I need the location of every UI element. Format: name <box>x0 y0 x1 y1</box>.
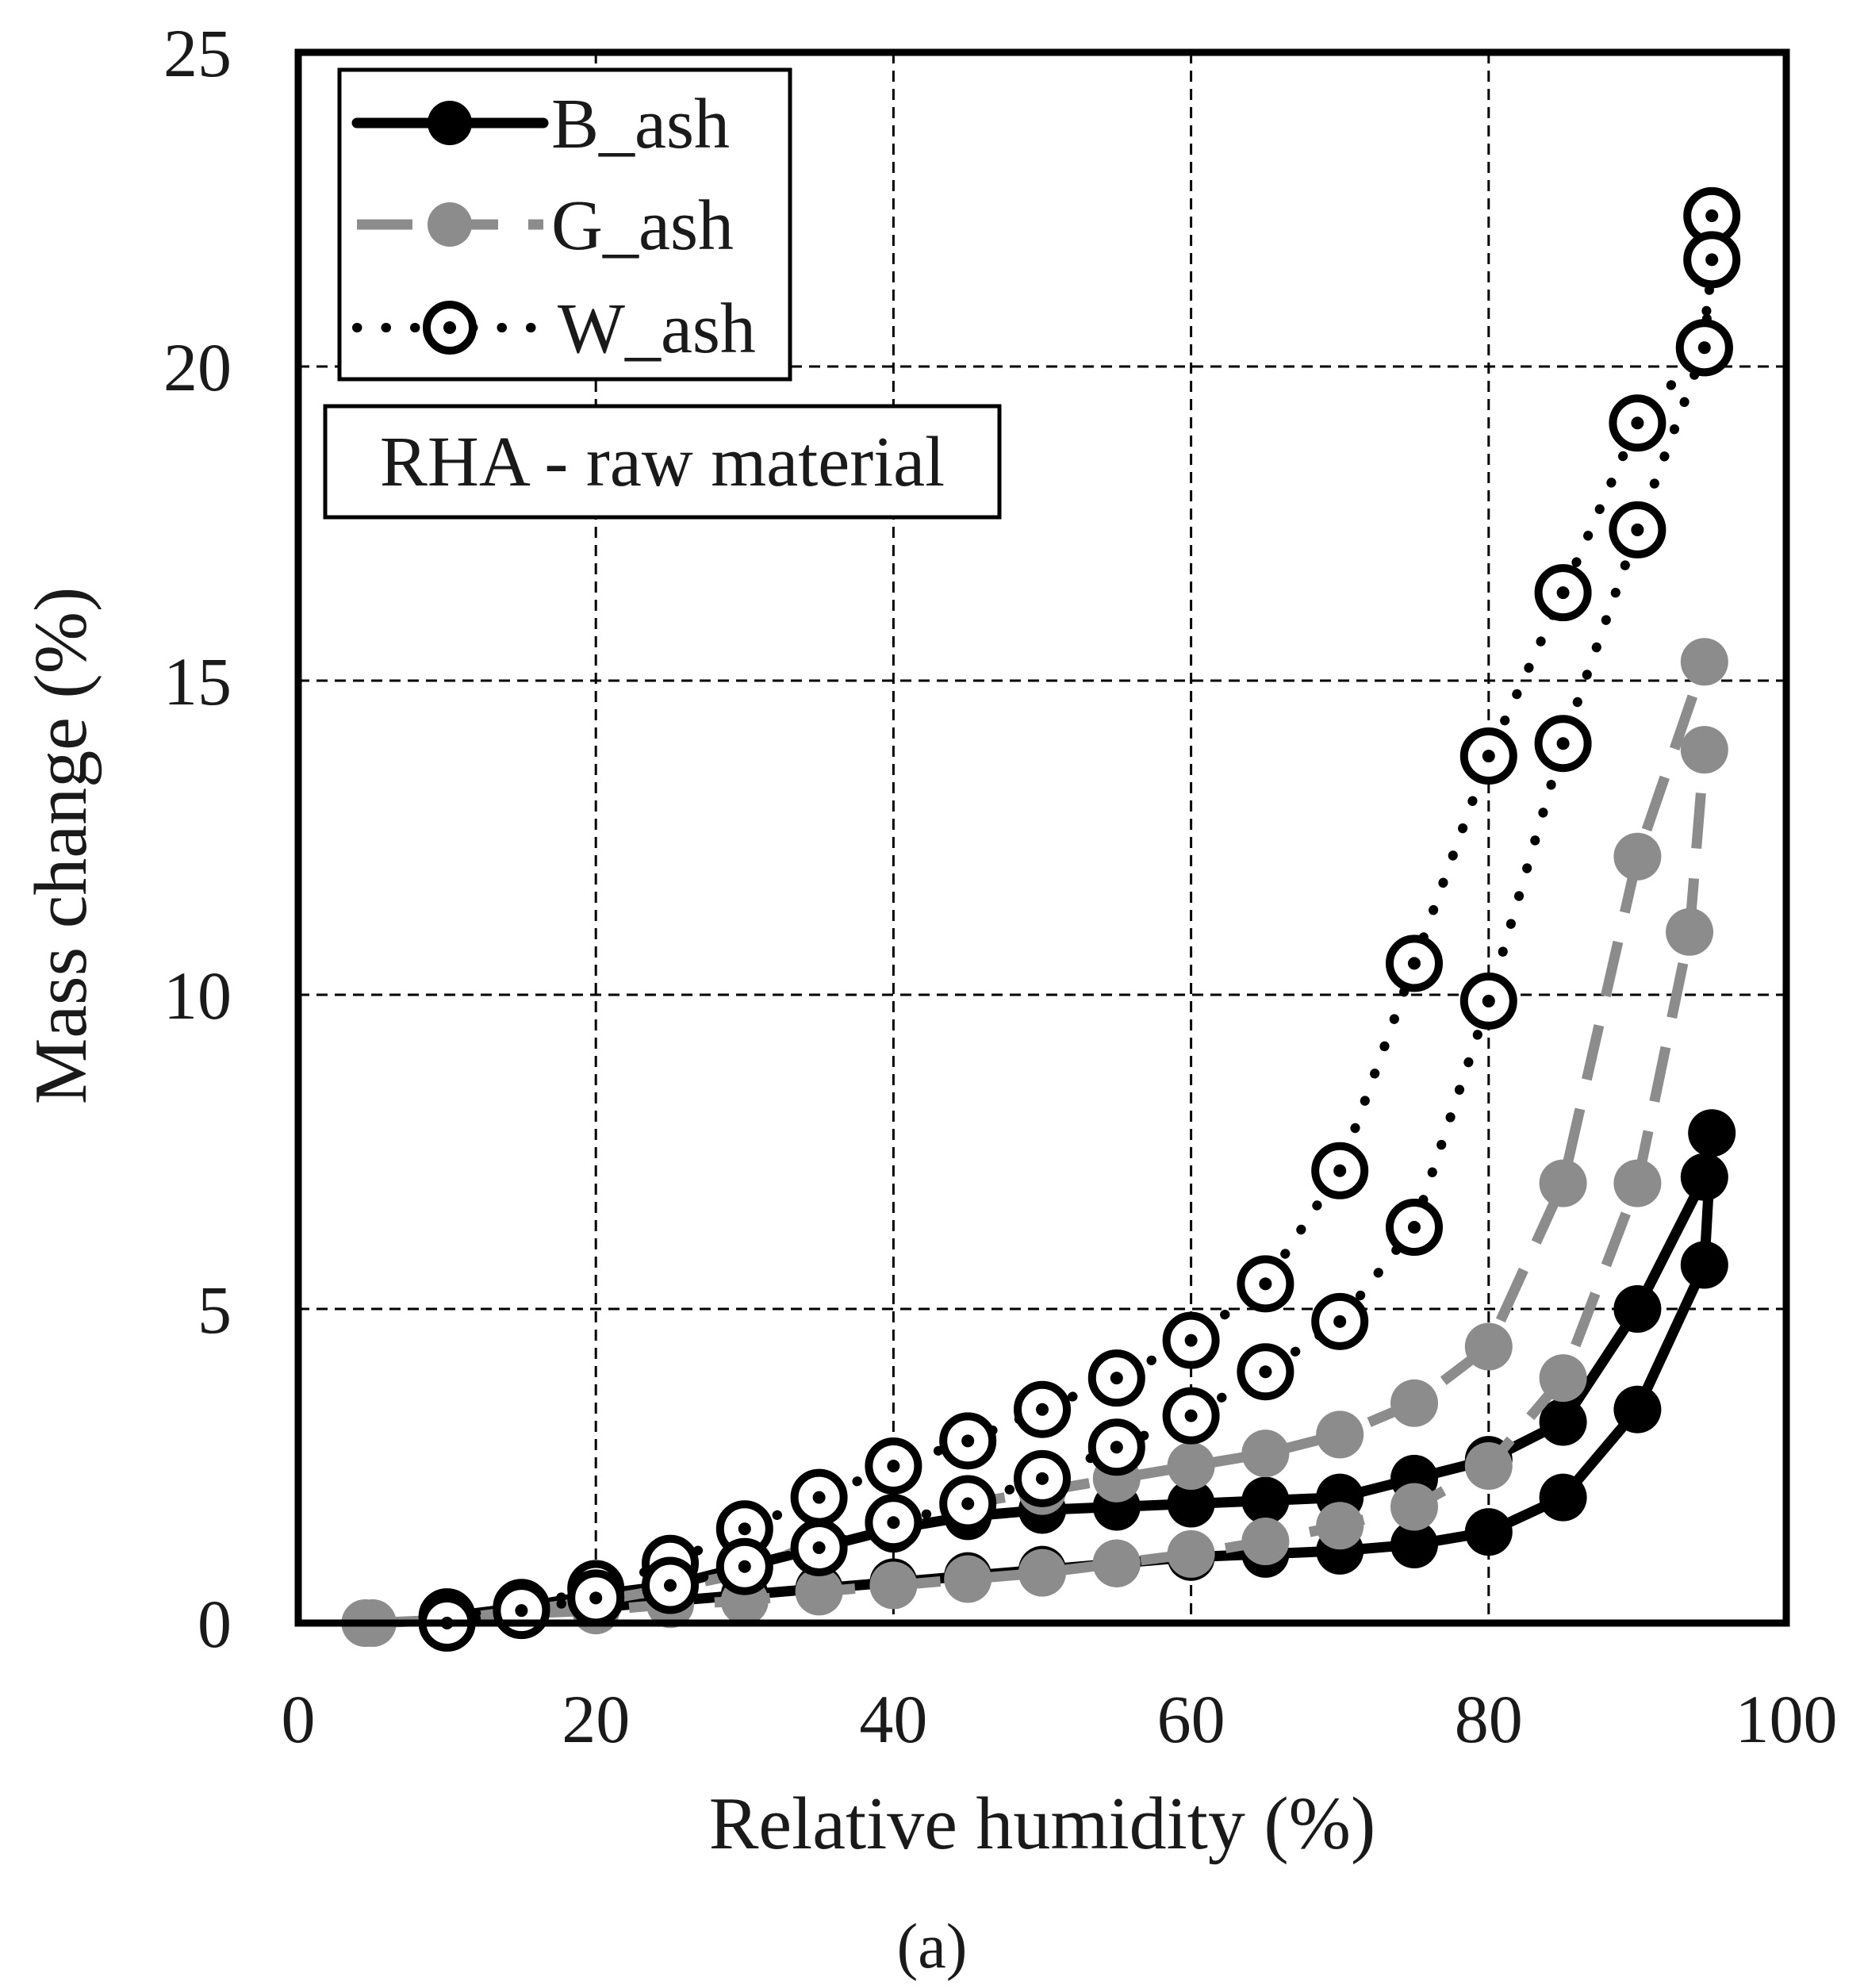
data-point-center-w-ash <box>1333 1314 1347 1328</box>
data-point-center-w-ash <box>1110 1441 1123 1454</box>
data-point-g-ash <box>1680 726 1728 774</box>
data-point-b-ash <box>1688 1109 1736 1157</box>
data-point-b-ash <box>1680 1241 1728 1289</box>
data-point-center-w-ash <box>1259 1277 1272 1291</box>
data-point-g-ash <box>1464 1442 1513 1490</box>
data-point-center-w-ash <box>1556 737 1570 750</box>
data-point-b-ash <box>1241 1476 1290 1525</box>
data-point-center-w-ash <box>812 1491 826 1504</box>
data-point-g-ash <box>1316 1410 1364 1459</box>
annotation-text: RHA - raw material <box>380 423 945 501</box>
data-point-g-ash <box>1539 1354 1587 1403</box>
data-point-center-w-ash <box>589 1591 603 1605</box>
data-point-g-ash <box>1241 1518 1290 1566</box>
data-point-center-w-ash <box>1333 1164 1347 1177</box>
data-point-center-w-ash <box>515 1604 528 1618</box>
data-point-center-w-ash <box>1705 209 1719 222</box>
data-point-center-w-ash <box>1408 1221 1421 1234</box>
data-point-g-ash <box>1390 1379 1438 1427</box>
legend: B_ash G_ash W_ash <box>337 67 792 382</box>
legend-marker-g-ash <box>428 202 472 247</box>
y-tick-label: 10 <box>163 958 232 1034</box>
data-point-g-ash <box>1613 832 1662 881</box>
data-point-b-ash <box>1613 1385 1662 1433</box>
legend-label-b-ash: B_ash <box>551 85 730 163</box>
data-point-center-w-ash <box>1482 994 1495 1007</box>
data-point-g-ash <box>944 1555 992 1603</box>
data-point-g-ash <box>1316 1502 1364 1550</box>
data-point-g-ash <box>1241 1430 1290 1478</box>
data-point-center-w-ash <box>961 1434 975 1448</box>
data-point-center-w-ash <box>1036 1403 1049 1416</box>
data-point-g-ash <box>1613 1159 1662 1207</box>
data-point-center-w-ash <box>1259 1365 1272 1379</box>
plot-frame <box>294 48 1790 1627</box>
data-point-g-ash <box>1167 1529 1215 1578</box>
series-layer <box>341 186 1741 1652</box>
data-point-g-ash <box>1666 908 1714 956</box>
legend-label-g-ash: G_ash <box>551 186 734 265</box>
data-point-g-ash <box>1092 1539 1141 1587</box>
data-point-center-w-ash <box>1184 1409 1198 1422</box>
x-tick-label: 60 <box>1157 1681 1225 1757</box>
data-point-center-w-ash <box>738 1560 751 1573</box>
legend-marker-dot-w-ash <box>443 321 456 334</box>
data-point-center-w-ash <box>1408 957 1421 970</box>
data-point-g-ash <box>869 1561 918 1610</box>
legend-item-w-ash: W_ash <box>352 290 756 368</box>
data-point-center-w-ash <box>1705 253 1719 267</box>
data-point-g-ash <box>1018 1549 1066 1597</box>
data-point-center-w-ash <box>1110 1372 1123 1385</box>
x-tick-label: 40 <box>859 1681 927 1757</box>
x-tick-label: 100 <box>1736 1681 1838 1757</box>
data-point-center-w-ash <box>961 1497 975 1510</box>
data-point-center-w-ash <box>1482 750 1495 763</box>
x-tick-label: 0 <box>282 1681 316 1757</box>
data-point-center-w-ash <box>1036 1472 1049 1485</box>
legend-item-g-ash: G_ash <box>357 186 734 265</box>
data-point-center-w-ash <box>887 1460 900 1472</box>
data-point-b-ash <box>1167 1479 1215 1528</box>
y-tick-label: 15 <box>163 643 232 720</box>
data-point-g-ash <box>1167 1442 1215 1490</box>
data-point-center-w-ash <box>1556 586 1570 600</box>
figure-caption: (a) <box>897 1912 968 1982</box>
data-point-b-ash <box>1464 1508 1513 1556</box>
x-tick-label: 20 <box>562 1681 630 1757</box>
data-point-center-w-ash <box>812 1541 826 1554</box>
data-point-center-w-ash <box>1184 1334 1198 1347</box>
data-point-g-ash <box>1539 1159 1587 1207</box>
data-point-center-w-ash <box>738 1522 751 1536</box>
data-point-b-ash <box>1539 1398 1587 1446</box>
y-axis-title: Mass change (%) <box>20 587 102 1105</box>
data-point-g-ash <box>1680 638 1728 686</box>
x-axis-ticks: 0 20 40 60 80 100 <box>282 1681 1838 1757</box>
data-point-b-ash <box>1539 1473 1587 1522</box>
data-point-center-w-ash <box>1631 416 1644 430</box>
data-point-g-ash <box>1464 1322 1513 1371</box>
y-tick-label: 20 <box>163 329 232 405</box>
legend-marker-b-ash <box>428 101 472 145</box>
y-tick-label: 0 <box>198 1586 232 1662</box>
data-point-b-ash <box>1390 1521 1438 1568</box>
x-axis-title: Relative humidity (%) <box>709 1783 1376 1865</box>
data-point-center-w-ash <box>887 1516 900 1529</box>
annotation-box: RHA - raw material <box>323 404 1002 520</box>
y-axis-ticks: 0 5 10 15 20 25 <box>163 15 232 1662</box>
y-tick-label: 25 <box>163 15 232 91</box>
y-tick-label: 5 <box>198 1272 232 1348</box>
x-tick-label: 80 <box>1455 1681 1523 1757</box>
data-point-center-w-ash <box>1631 523 1644 536</box>
data-point-b-ash <box>1680 1153 1728 1201</box>
data-point-center-w-ash <box>664 1579 677 1592</box>
annotation-border <box>323 404 1002 520</box>
data-point-g-ash <box>795 1568 843 1616</box>
data-point-b-ash <box>1613 1285 1662 1333</box>
legend-item-b-ash: B_ash <box>351 85 730 163</box>
data-point-center-w-ash <box>1697 341 1711 355</box>
data-point-g-ash <box>1390 1483 1438 1531</box>
legend-label-w-ash: W_ash <box>558 290 756 368</box>
